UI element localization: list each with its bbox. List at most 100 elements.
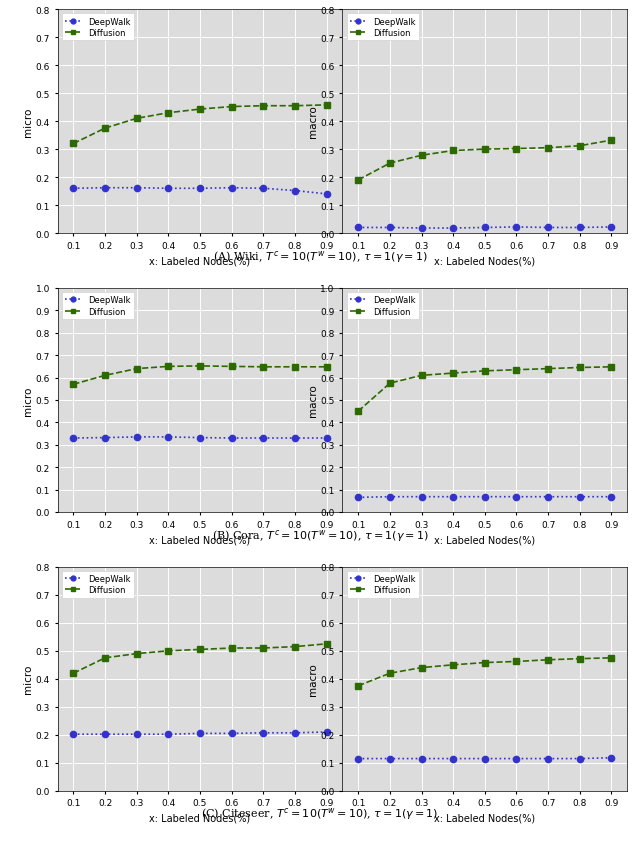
DeepWalk (576, 754, 584, 764)
X-axis label: x: Labeled Nodes(%): x: Labeled Nodes(%) (149, 256, 251, 266)
DeepWalk (607, 753, 615, 763)
Line: Diffusion: Diffusion (70, 103, 330, 148)
Diffusion (101, 124, 109, 134)
Diffusion (291, 362, 299, 372)
DeepWalk (544, 223, 552, 233)
Diffusion (323, 639, 330, 649)
DeepWalk (133, 729, 141, 739)
DeepWalk (355, 223, 362, 233)
Diffusion (133, 364, 141, 374)
DeepWalk (101, 433, 109, 443)
Diffusion (101, 653, 109, 663)
Diffusion (607, 136, 615, 146)
Diffusion (228, 102, 236, 112)
Diffusion (355, 681, 362, 691)
Line: Diffusion: Diffusion (70, 364, 330, 388)
DeepWalk (164, 729, 172, 739)
DeepWalk (449, 754, 457, 764)
Diffusion (418, 151, 426, 161)
X-axis label: x: Labeled Nodes(%): x: Labeled Nodes(%) (149, 534, 251, 544)
DeepWalk (259, 184, 267, 194)
Diffusion (164, 109, 172, 119)
DeepWalk (323, 434, 330, 444)
Diffusion (196, 361, 204, 371)
Line: DeepWalk: DeepWalk (70, 186, 330, 197)
Diffusion (386, 379, 394, 389)
Diffusion (513, 365, 520, 376)
DeepWalk (544, 492, 552, 502)
DeepWalk (291, 434, 299, 444)
DeepWalk (513, 492, 520, 502)
DeepWalk (449, 492, 457, 502)
Diffusion (576, 654, 584, 664)
Diffusion (449, 660, 457, 670)
X-axis label: x: Labeled Nodes(%): x: Labeled Nodes(%) (149, 813, 251, 823)
Diffusion (70, 668, 77, 679)
Text: (B) Cora, $T^c = 10(T^w = 10)$, $\tau = 1(\gamma = 1)$: (B) Cora, $T^c = 10(T^w = 10)$, $\tau = … (212, 528, 428, 543)
DeepWalk (544, 754, 552, 764)
Line: DeepWalk: DeepWalk (70, 435, 330, 441)
DeepWalk (70, 184, 77, 194)
DeepWalk (228, 728, 236, 738)
Legend: DeepWalk, Diffusion: DeepWalk, Diffusion (347, 14, 419, 41)
DeepWalk (101, 729, 109, 739)
Diffusion (449, 369, 457, 379)
DeepWalk (576, 223, 584, 233)
Diffusion (481, 366, 489, 376)
Diffusion (576, 363, 584, 373)
Diffusion (418, 663, 426, 673)
Text: (C) Citeseer, $T^c = 10(T^w = 10)$, $\tau = 1(\gamma = 1)$: (C) Citeseer, $T^c = 10(T^w = 10)$, $\ta… (202, 806, 438, 821)
Legend: DeepWalk, Diffusion: DeepWalk, Diffusion (347, 571, 419, 598)
Diffusion (259, 101, 267, 111)
DeepWalk (355, 493, 362, 503)
DeepWalk (449, 224, 457, 234)
Diffusion (259, 643, 267, 653)
Diffusion (101, 371, 109, 381)
Diffusion (164, 646, 172, 656)
DeepWalk (164, 432, 172, 442)
DeepWalk (133, 183, 141, 193)
DeepWalk (196, 728, 204, 738)
Line: DeepWalk: DeepWalk (355, 494, 614, 500)
Diffusion (355, 407, 362, 417)
DeepWalk (259, 728, 267, 738)
Text: (A) Wiki, $T^c = 10(T^w = 10)$, $\tau = 1(\gamma = 1)$: (A) Wiki, $T^c = 10(T^w = 10)$, $\tau = … (212, 249, 428, 264)
DeepWalk (323, 727, 330, 737)
Diffusion (228, 643, 236, 653)
DeepWalk (418, 754, 426, 764)
DeepWalk (164, 184, 172, 194)
Legend: DeepWalk, Diffusion: DeepWalk, Diffusion (62, 293, 134, 320)
Diffusion (481, 145, 489, 155)
DeepWalk (323, 190, 330, 200)
DeepWalk (259, 434, 267, 444)
Diffusion (513, 144, 520, 154)
Diffusion (133, 649, 141, 659)
Line: DeepWalk: DeepWalk (70, 729, 330, 738)
DeepWalk (481, 223, 489, 233)
Diffusion (544, 364, 552, 374)
Legend: DeepWalk, Diffusion: DeepWalk, Diffusion (62, 571, 134, 598)
Line: Diffusion: Diffusion (355, 138, 614, 184)
Diffusion (418, 371, 426, 381)
Diffusion (70, 139, 77, 149)
Diffusion (386, 159, 394, 169)
DeepWalk (576, 492, 584, 502)
Diffusion (228, 362, 236, 372)
Diffusion (291, 641, 299, 652)
Diffusion (323, 100, 330, 111)
Diffusion (70, 380, 77, 390)
DeepWalk (386, 223, 394, 233)
DeepWalk (291, 187, 299, 197)
Line: Diffusion: Diffusion (355, 365, 614, 414)
X-axis label: x: Labeled Nodes(%): x: Labeled Nodes(%) (434, 813, 536, 823)
X-axis label: x: Labeled Nodes(%): x: Labeled Nodes(%) (434, 534, 536, 544)
Diffusion (544, 143, 552, 154)
Diffusion (323, 362, 330, 372)
Legend: DeepWalk, Diffusion: DeepWalk, Diffusion (347, 293, 419, 320)
Diffusion (576, 142, 584, 152)
Line: Diffusion: Diffusion (70, 641, 330, 677)
Diffusion (164, 362, 172, 372)
DeepWalk (607, 223, 615, 233)
DeepWalk (196, 433, 204, 443)
DeepWalk (291, 728, 299, 738)
